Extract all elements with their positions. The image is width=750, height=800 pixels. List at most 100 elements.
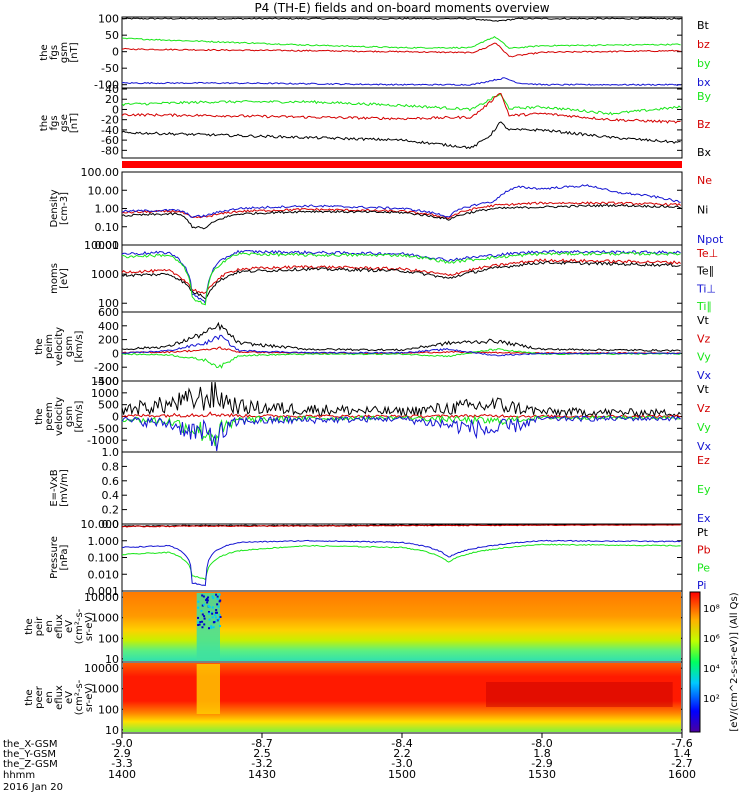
y-tick-label: -400 — [94, 375, 119, 388]
y-tick-label: 0.100 — [88, 552, 120, 565]
series-By — [121, 94, 681, 116]
y-axis-label: fgs — [49, 45, 60, 60]
spectrogram-speckle — [206, 601, 209, 604]
y-tick-label: 0.0 — [102, 518, 120, 531]
x-axis-annotation: the_X-GSM -9.0 -8.7 -8.4 -8.0 -7.6 the_Y-GSM 2.… — [3, 733, 696, 793]
y-axis-label: [km/s] — [74, 330, 85, 362]
panel-frame — [121, 451, 683, 525]
spectrogram-speckle — [214, 611, 217, 614]
series-Vz — [121, 411, 681, 419]
spectrogram-speckle — [214, 614, 217, 617]
spectrogram-speckle — [219, 615, 222, 618]
y-axis-label: eflux — [54, 614, 65, 639]
legend-entry: Bt — [697, 19, 710, 32]
x-row-name: hhmm — [3, 770, 35, 781]
spectrogram-speckle — [201, 604, 204, 607]
legend-entry: Bz — [697, 118, 711, 131]
y-axis-label: gse — [59, 114, 70, 132]
y-axis-label: gsm — [64, 406, 75, 427]
y-axis-label: the — [39, 44, 50, 60]
y-axis-label: Density — [49, 189, 60, 227]
spectrogram-speckle — [218, 614, 221, 617]
spectrogram-speckle — [219, 599, 222, 602]
spectrogram-speckle — [212, 597, 215, 600]
spectrogram-speckle — [210, 625, 213, 628]
legend-entry: Te⊥ — [696, 247, 718, 260]
spectrogram-speckle — [217, 605, 220, 608]
x-row-value: 2.9 — [113, 747, 131, 760]
x-row-value: 1.4 — [673, 747, 691, 760]
spectrogram-speckle — [215, 593, 218, 596]
legend-entry: Vz — [697, 332, 711, 345]
series-Vx — [121, 415, 681, 452]
spectrogram-speckle — [203, 617, 206, 620]
y-tick-label: 0.10 — [95, 221, 120, 234]
x-row-value: 2.5 — [253, 747, 271, 760]
colorbar-tick-label: 10⁴ — [703, 664, 720, 675]
y-tick-label: 100 — [98, 13, 119, 26]
series-Vy — [121, 414, 681, 447]
y-tick-label: 0.01 — [95, 239, 120, 252]
spectrogram-speckle — [216, 619, 219, 622]
y-axis-label: the — [24, 689, 35, 705]
spectrogram-speckle — [214, 616, 217, 619]
x-row-value: -3.0 — [391, 757, 412, 770]
spectrogram-dropout — [196, 664, 220, 714]
x-row-value: -2.9 — [531, 757, 552, 770]
y-tick-label: 0.010 — [88, 568, 120, 581]
series-Pi — [121, 539, 681, 587]
y-axis-label: eV — [64, 691, 75, 704]
y-axis-label: eflux — [54, 685, 65, 710]
y-tick-label: -40 — [101, 124, 119, 137]
y-axis-label: (cm²-s- — [74, 679, 85, 715]
y-tick-label: 1000 — [91, 387, 119, 400]
legend-entry: Ne — [697, 174, 712, 187]
y-tick-label: 40 — [105, 83, 119, 96]
y-tick-label: 200 — [98, 334, 119, 347]
spectrogram-speckle — [210, 626, 213, 629]
y-axis-label: peem — [44, 402, 55, 430]
legend-entry: Ez — [697, 454, 710, 467]
y-axis-label: (cm²-s- — [74, 608, 85, 644]
y-tick-label: 0.2 — [102, 504, 120, 517]
y-tick-label: -50 — [101, 62, 119, 75]
spectrogram-band — [486, 682, 673, 707]
spectrogram-speckle — [208, 618, 211, 621]
y-axis-label: the — [34, 408, 45, 424]
y-tick-label: 10000 — [84, 239, 119, 252]
legend-entry: bz — [697, 38, 710, 51]
spectrogram-speckle — [208, 606, 211, 609]
spectrogram-speckle — [202, 595, 205, 598]
x-row-name: the_Y-GSM — [3, 749, 56, 760]
spectrogram-speckle — [201, 613, 204, 616]
spectrogram-speckle — [199, 621, 202, 624]
y-tick-label: 400 — [98, 320, 119, 333]
y-tick-label: 0 — [112, 103, 119, 116]
spectrogram-speckle — [197, 616, 200, 619]
series-Npot — [121, 184, 681, 219]
y-tick-label: 100 — [98, 297, 119, 310]
legend-entry: Pb — [697, 544, 711, 557]
x-row-value: -3.3 — [111, 757, 132, 770]
series-Vt — [121, 381, 681, 418]
y-tick-label: 1500 — [91, 375, 119, 388]
panel-frame — [121, 311, 683, 382]
legend-entry: Ti∥ — [696, 300, 712, 313]
spectrogram-speckle — [218, 593, 221, 596]
colorbar-strip — [689, 591, 701, 733]
y-tick-label: -60 — [101, 134, 119, 147]
spectrogram-speckle — [215, 609, 218, 612]
spectrogram-speckle — [219, 625, 222, 628]
spectrogram-speckle — [207, 612, 210, 615]
y-tick-label: 100 — [98, 632, 119, 645]
spectrogram-speckle — [207, 596, 210, 599]
y-tick-label: 0 — [112, 411, 119, 424]
y-tick-label: -500 — [94, 422, 119, 435]
y-axis-label: en — [44, 620, 55, 633]
y-tick-label: 10000 — [84, 662, 119, 675]
spectrogram-speckle — [215, 619, 218, 622]
y-tick-label: 1.000 — [88, 535, 120, 548]
panel-electron-spectrogram: the peer en eflux eV (cm²-s-sr-eV) 10000 1000 10… — [24, 661, 683, 737]
x-row-value: -8.0 — [531, 737, 552, 750]
